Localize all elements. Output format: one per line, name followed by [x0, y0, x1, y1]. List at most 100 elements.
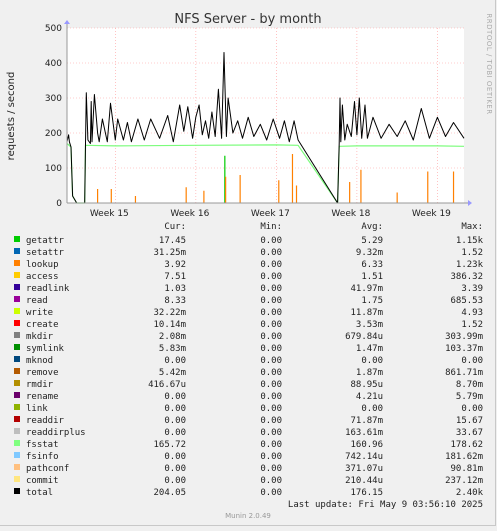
- legend-name: commit: [26, 476, 59, 486]
- legend-avg: 160.96: [350, 440, 383, 450]
- legend-cur: 0.00: [164, 404, 186, 414]
- legend-row: commit 0.00 0.00 210.44u 237.12m: [14, 476, 483, 486]
- legend-name: readlink: [26, 284, 70, 294]
- legend-row: readlink 1.03 0.00 41.97m 3.39: [14, 284, 483, 294]
- y-axis-label: requests / second: [6, 72, 17, 161]
- plot-area: [67, 28, 464, 203]
- legend-min: 0.00: [260, 452, 282, 462]
- legend-min: 0.00: [260, 344, 282, 354]
- legend-min: 0.00: [260, 404, 282, 414]
- legend-min: 0.00: [260, 320, 282, 330]
- legend-min: 0.00: [260, 368, 282, 378]
- legend-swatch: [14, 260, 20, 266]
- legend-swatch: [14, 272, 20, 278]
- legend-min: 0.00: [260, 248, 282, 258]
- legend-avg: 1.87m: [356, 368, 383, 378]
- legend-avg: 742.14u: [345, 452, 383, 462]
- legend-swatch: [14, 464, 20, 470]
- legend-max: 1.52: [461, 248, 483, 258]
- legend-min: 0.00: [260, 476, 282, 486]
- legend-swatch: [14, 332, 20, 338]
- legend-cur: 0.00: [164, 452, 186, 462]
- legend-row: rename 0.00 0.00 4.21u 5.79m: [14, 392, 483, 402]
- legend-min: 0.00: [260, 428, 282, 438]
- legend-cur: 3.92: [164, 260, 186, 270]
- legend-cur: 0.00: [164, 392, 186, 402]
- chart-title: NFS Server - by month: [174, 12, 321, 27]
- legend-min: 0.00: [260, 440, 282, 450]
- legend-cur: 0.00: [164, 428, 186, 438]
- legend-name: create: [26, 320, 59, 330]
- legend-row: fsinfo 0.00 0.00 742.14u 181.62m: [14, 452, 483, 462]
- legend-swatch: [14, 476, 20, 482]
- legend-header-max: Max:: [461, 222, 483, 232]
- legend-max: 3.39: [461, 284, 483, 294]
- legend-max: 0.00: [461, 404, 483, 414]
- legend-row: readdir 0.00 0.00 71.87m 15.67: [14, 416, 483, 426]
- legend-swatch: [14, 404, 20, 410]
- legend-max: 861.71m: [445, 368, 483, 378]
- legend-cur: 5.83m: [159, 344, 186, 354]
- legend-swatch: [14, 368, 20, 374]
- legend-min: 0.00: [260, 416, 282, 426]
- legend-swatch: [14, 296, 20, 302]
- legend-name: remove: [26, 368, 59, 378]
- legend-avg: 176.15: [350, 488, 383, 498]
- legend-min: 0.00: [260, 296, 282, 306]
- legend-cur: 32.22m: [153, 308, 186, 318]
- legend-row: lookup 3.92 0.00 6.33 1.23k: [14, 260, 484, 270]
- legend-max: 90.81m: [450, 464, 483, 474]
- legend-avg: 5.29: [361, 236, 383, 246]
- legend-cur: 0.00: [164, 416, 186, 426]
- x-tick-label: Week 17: [251, 209, 290, 219]
- legend-min: 0.00: [260, 488, 282, 498]
- legend-min: 0.00: [260, 356, 282, 366]
- legend-avg: 9.32m: [356, 248, 383, 258]
- legend-name: link: [26, 404, 48, 414]
- legend-cur: 204.05: [153, 488, 186, 498]
- legend-swatch: [14, 440, 20, 446]
- legend-name: write: [26, 308, 53, 318]
- legend-row: mkdir 2.08m 0.00 679.84u 303.99m: [14, 332, 483, 342]
- munin-version: Munin 2.0.49: [225, 512, 271, 520]
- legend-min: 0.00: [260, 260, 282, 270]
- legend-cur: 1.03: [164, 284, 186, 294]
- legend-header-cur: Cur:: [164, 222, 186, 232]
- legend-max: 181.62m: [445, 452, 483, 462]
- legend-cur: 31.25m: [153, 248, 186, 258]
- legend-name: rmdir: [26, 380, 54, 390]
- legend-swatch: [14, 308, 20, 314]
- legend-max: 178.62: [450, 440, 483, 450]
- legend-avg: 210.44u: [345, 476, 383, 486]
- legend-swatch: [14, 356, 20, 362]
- legend-avg: 6.33: [361, 260, 383, 270]
- legend-swatch: [14, 248, 20, 254]
- x-axis-arrow: [468, 200, 472, 206]
- legend-cur: 8.33: [164, 296, 186, 306]
- legend-swatch: [14, 392, 20, 398]
- legend-avg: 11.87m: [350, 308, 383, 318]
- legend-name: lookup: [26, 260, 59, 270]
- legend-min: 0.00: [260, 284, 282, 294]
- legend-row: symlink 5.83m 0.00 1.47m 103.37m: [14, 344, 483, 354]
- legend-row: write 32.22m 0.00 11.87m 4.93: [14, 308, 483, 318]
- legend-name: access: [26, 272, 59, 282]
- legend-row: mknod 0.00 0.00 0.00 0.00: [14, 356, 483, 366]
- legend-max: 33.67: [456, 428, 483, 438]
- x-tick-label: Week 15: [90, 209, 129, 219]
- legend-avg: 1.51: [361, 272, 383, 282]
- legend-max: 4.93: [461, 308, 483, 318]
- legend-swatch: [14, 284, 20, 290]
- legend-row: remove 5.42m 0.00 1.87m 861.71m: [14, 368, 483, 378]
- legend-name: symlink: [26, 344, 65, 354]
- legend-cur: 10.14m: [153, 320, 186, 330]
- legend-avg: 4.21u: [356, 392, 383, 402]
- legend-name: fsstat: [26, 440, 59, 450]
- last-update: Last update: Fri May 9 03:56:10 2025: [288, 500, 483, 510]
- legend-max: 1.52: [461, 320, 483, 330]
- legend-header-avg: Avg:: [361, 222, 383, 232]
- legend-cur: 7.51: [164, 272, 186, 282]
- legend-avg: 0.00: [361, 404, 383, 414]
